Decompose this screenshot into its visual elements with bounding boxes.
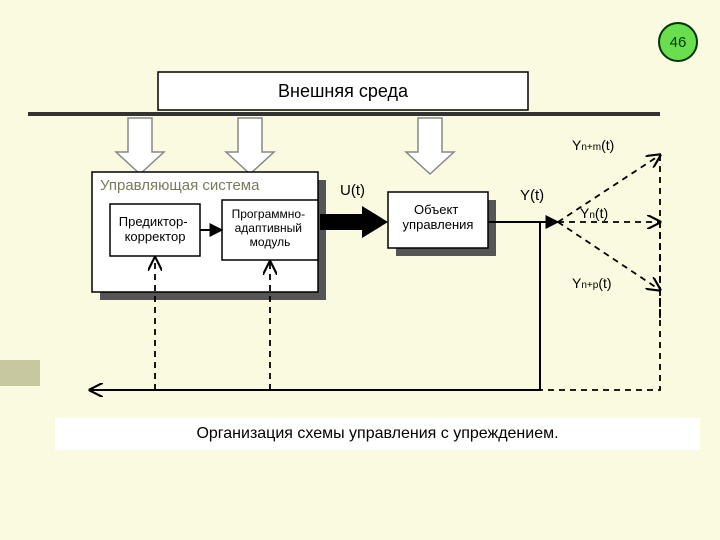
label-ynm: Yn+m(t)	[572, 137, 614, 153]
label-yn: Yn(t)	[580, 205, 608, 221]
predictor-box: Предиктор- корректор	[110, 204, 200, 256]
env-arrow-2	[226, 118, 274, 174]
arrow-u	[320, 206, 388, 238]
env-arrows	[116, 118, 454, 174]
control-diagram: Внешняя среда Управляющая система Предик…	[0, 0, 720, 540]
adaptive-box: Программно- адаптивный модуль	[222, 200, 318, 260]
caption: Организация схемы управления с упреждени…	[55, 418, 700, 450]
plant-box: Объект управления	[388, 192, 496, 256]
env-arrow-3	[406, 118, 454, 174]
env-box: Внешняя среда	[158, 72, 528, 110]
label-y: Y(t)	[520, 187, 544, 204]
controller-label: Управляющая система	[100, 177, 260, 194]
caption-text: Организация схемы управления с упреждени…	[196, 425, 558, 443]
env-arrow-1	[116, 118, 164, 174]
label-ynp: Yn+p(t)	[572, 275, 612, 291]
label-u: U(t)	[340, 182, 365, 199]
env-label: Внешняя среда	[278, 81, 409, 101]
predictor-label: Предиктор- корректор	[119, 214, 191, 244]
